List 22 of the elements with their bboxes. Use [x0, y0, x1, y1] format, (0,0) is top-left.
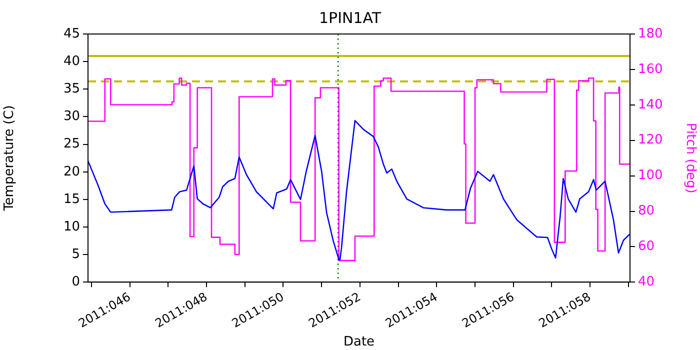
y2-tick-label: 80 — [638, 204, 655, 219]
y2-tick-label: 40 — [638, 274, 655, 290]
y2-tick-label: 120 — [638, 132, 663, 148]
y-tick-label: 0 — [72, 274, 80, 290]
y2-tick-label: 60 — [638, 239, 655, 254]
y-tick-label: 5 — [72, 246, 80, 262]
y-axis-title: Temperature (C) — [2, 105, 18, 212]
x-axis-title: Date — [343, 334, 375, 350]
y-tick-label: 10 — [63, 219, 80, 234]
y2-tick-label: 140 — [638, 97, 663, 112]
y2-tick-label: 160 — [638, 62, 663, 77]
y2-axis-title: Pitch (deg) — [682, 122, 698, 194]
y-tick-label: 30 — [63, 109, 80, 124]
y-tick-label: 40 — [63, 54, 80, 69]
y-tick-label: 45 — [63, 26, 80, 42]
y-tick-label: 15 — [63, 192, 80, 207]
y2-tick-label: 180 — [638, 26, 663, 42]
y-tick-label: 35 — [63, 82, 80, 97]
y-tick-label: 25 — [63, 136, 80, 152]
y-tick-label: 20 — [63, 164, 80, 180]
y2-tick-label: 100 — [638, 168, 663, 184]
chart-title: 1PIN1AT — [318, 8, 382, 27]
